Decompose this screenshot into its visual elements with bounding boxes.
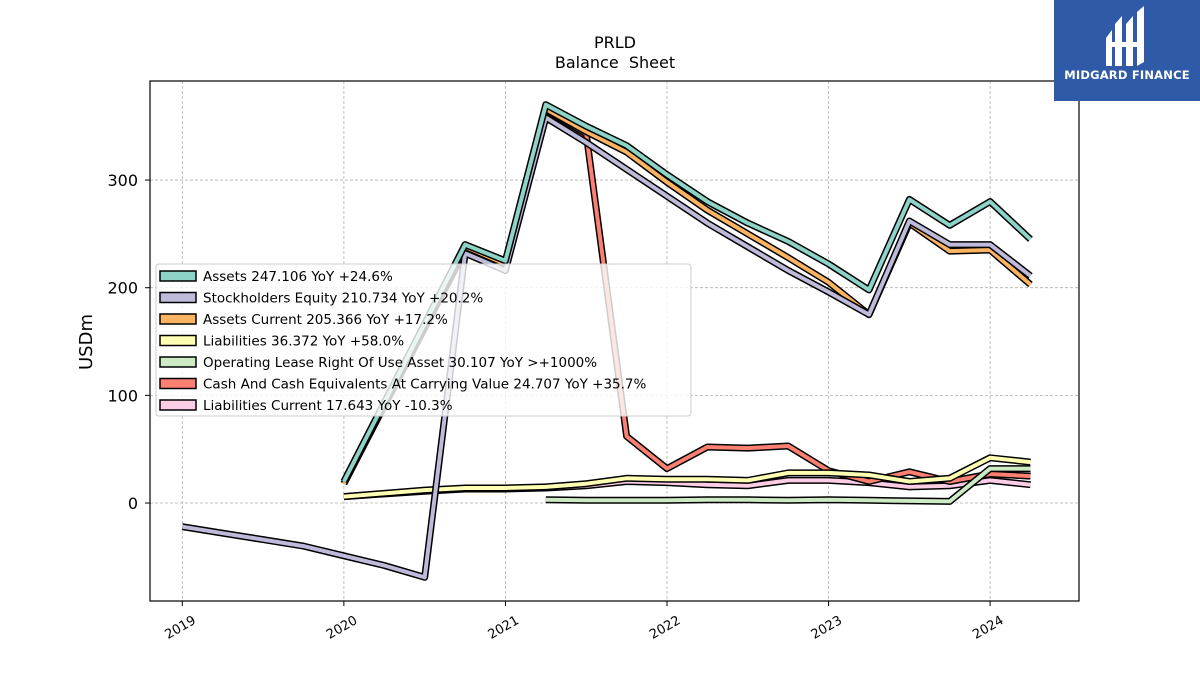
series-line bbox=[545, 466, 1031, 504]
legend-item: Stockholders Equity 210.734 YoY +20.2% bbox=[159, 291, 483, 307]
legend-swatch bbox=[159, 334, 197, 347]
legend-label: Assets 247.106 YoY +24.6% bbox=[203, 269, 393, 285]
legend-label: Liabilities Current 17.643 YoY -10.3% bbox=[203, 398, 453, 414]
legend-item: Assets 247.106 YoY +24.6% bbox=[159, 269, 393, 285]
y-tick-label: 200 bbox=[107, 279, 138, 298]
legend-label: Cash And Cash Equivalents At Carrying Va… bbox=[203, 377, 647, 393]
legend-swatch bbox=[159, 291, 197, 304]
legend-box bbox=[155, 263, 692, 417]
y-tick-label: 0 bbox=[128, 494, 138, 513]
legend-swatch bbox=[159, 313, 197, 325]
y-axis-label: USDm bbox=[76, 314, 97, 370]
series-stockholders-equity bbox=[181, 114, 1033, 581]
y-tick-label: 100 bbox=[107, 386, 138, 405]
x-tick-label: 2023 bbox=[809, 613, 845, 643]
series-operating-lease-right-of-use-asset bbox=[545, 465, 1031, 505]
legend-label: Liabilities 36.372 YoY +58.0% bbox=[203, 334, 404, 350]
legend-label: Stockholders Equity 210.734 YoY +20.2% bbox=[203, 291, 483, 307]
legend-label: Assets Current 205.366 YoY +17.2% bbox=[203, 312, 448, 328]
x-tick-label: 2019 bbox=[162, 613, 198, 643]
series-line bbox=[181, 115, 1032, 580]
series-assets bbox=[340, 101, 1033, 484]
y-tick-label: 300 bbox=[107, 171, 138, 190]
legend-label: Operating Lease Right Of Use Asset 30.10… bbox=[203, 355, 597, 371]
series-line bbox=[342, 102, 1032, 483]
midgard-finance-logo: MIDGARD FINANCE bbox=[1054, 0, 1200, 101]
midgard-logo-icon bbox=[1106, 6, 1144, 66]
x-tick-label: 2020 bbox=[324, 613, 360, 643]
series-liabilities bbox=[343, 454, 1031, 501]
series-line bbox=[343, 455, 1031, 499]
legend-item: Cash And Cash Equivalents At Carrying Va… bbox=[159, 377, 647, 393]
legend-item: Liabilities 36.372 YoY +58.0% bbox=[159, 334, 404, 350]
legend-swatch bbox=[159, 399, 197, 411]
plot-frame bbox=[149, 80, 1080, 602]
legend-item: Liabilities Current 17.643 YoY -10.3% bbox=[159, 398, 453, 414]
chart-subtitle: Balance Sheet bbox=[555, 53, 675, 72]
logo-text: MIDGARD FINANCE bbox=[1064, 68, 1190, 82]
series-lines bbox=[181, 101, 1033, 581]
chart-title: PRLD bbox=[594, 33, 636, 52]
legend-swatch bbox=[159, 356, 197, 368]
legend-item: Operating Lease Right Of Use Asset 30.10… bbox=[159, 355, 597, 371]
legend: Assets 247.106 YoY +24.6% Stockholders Eq… bbox=[155, 263, 692, 417]
x-tick-label: 2021 bbox=[486, 613, 522, 643]
x-tick-label: 2024 bbox=[970, 613, 1006, 643]
legend-swatch bbox=[159, 270, 197, 282]
x-tick-label: 2022 bbox=[647, 613, 683, 643]
legend-swatch bbox=[159, 377, 197, 390]
legend-item: Assets Current 205.366 YoY +17.2% bbox=[159, 312, 448, 328]
